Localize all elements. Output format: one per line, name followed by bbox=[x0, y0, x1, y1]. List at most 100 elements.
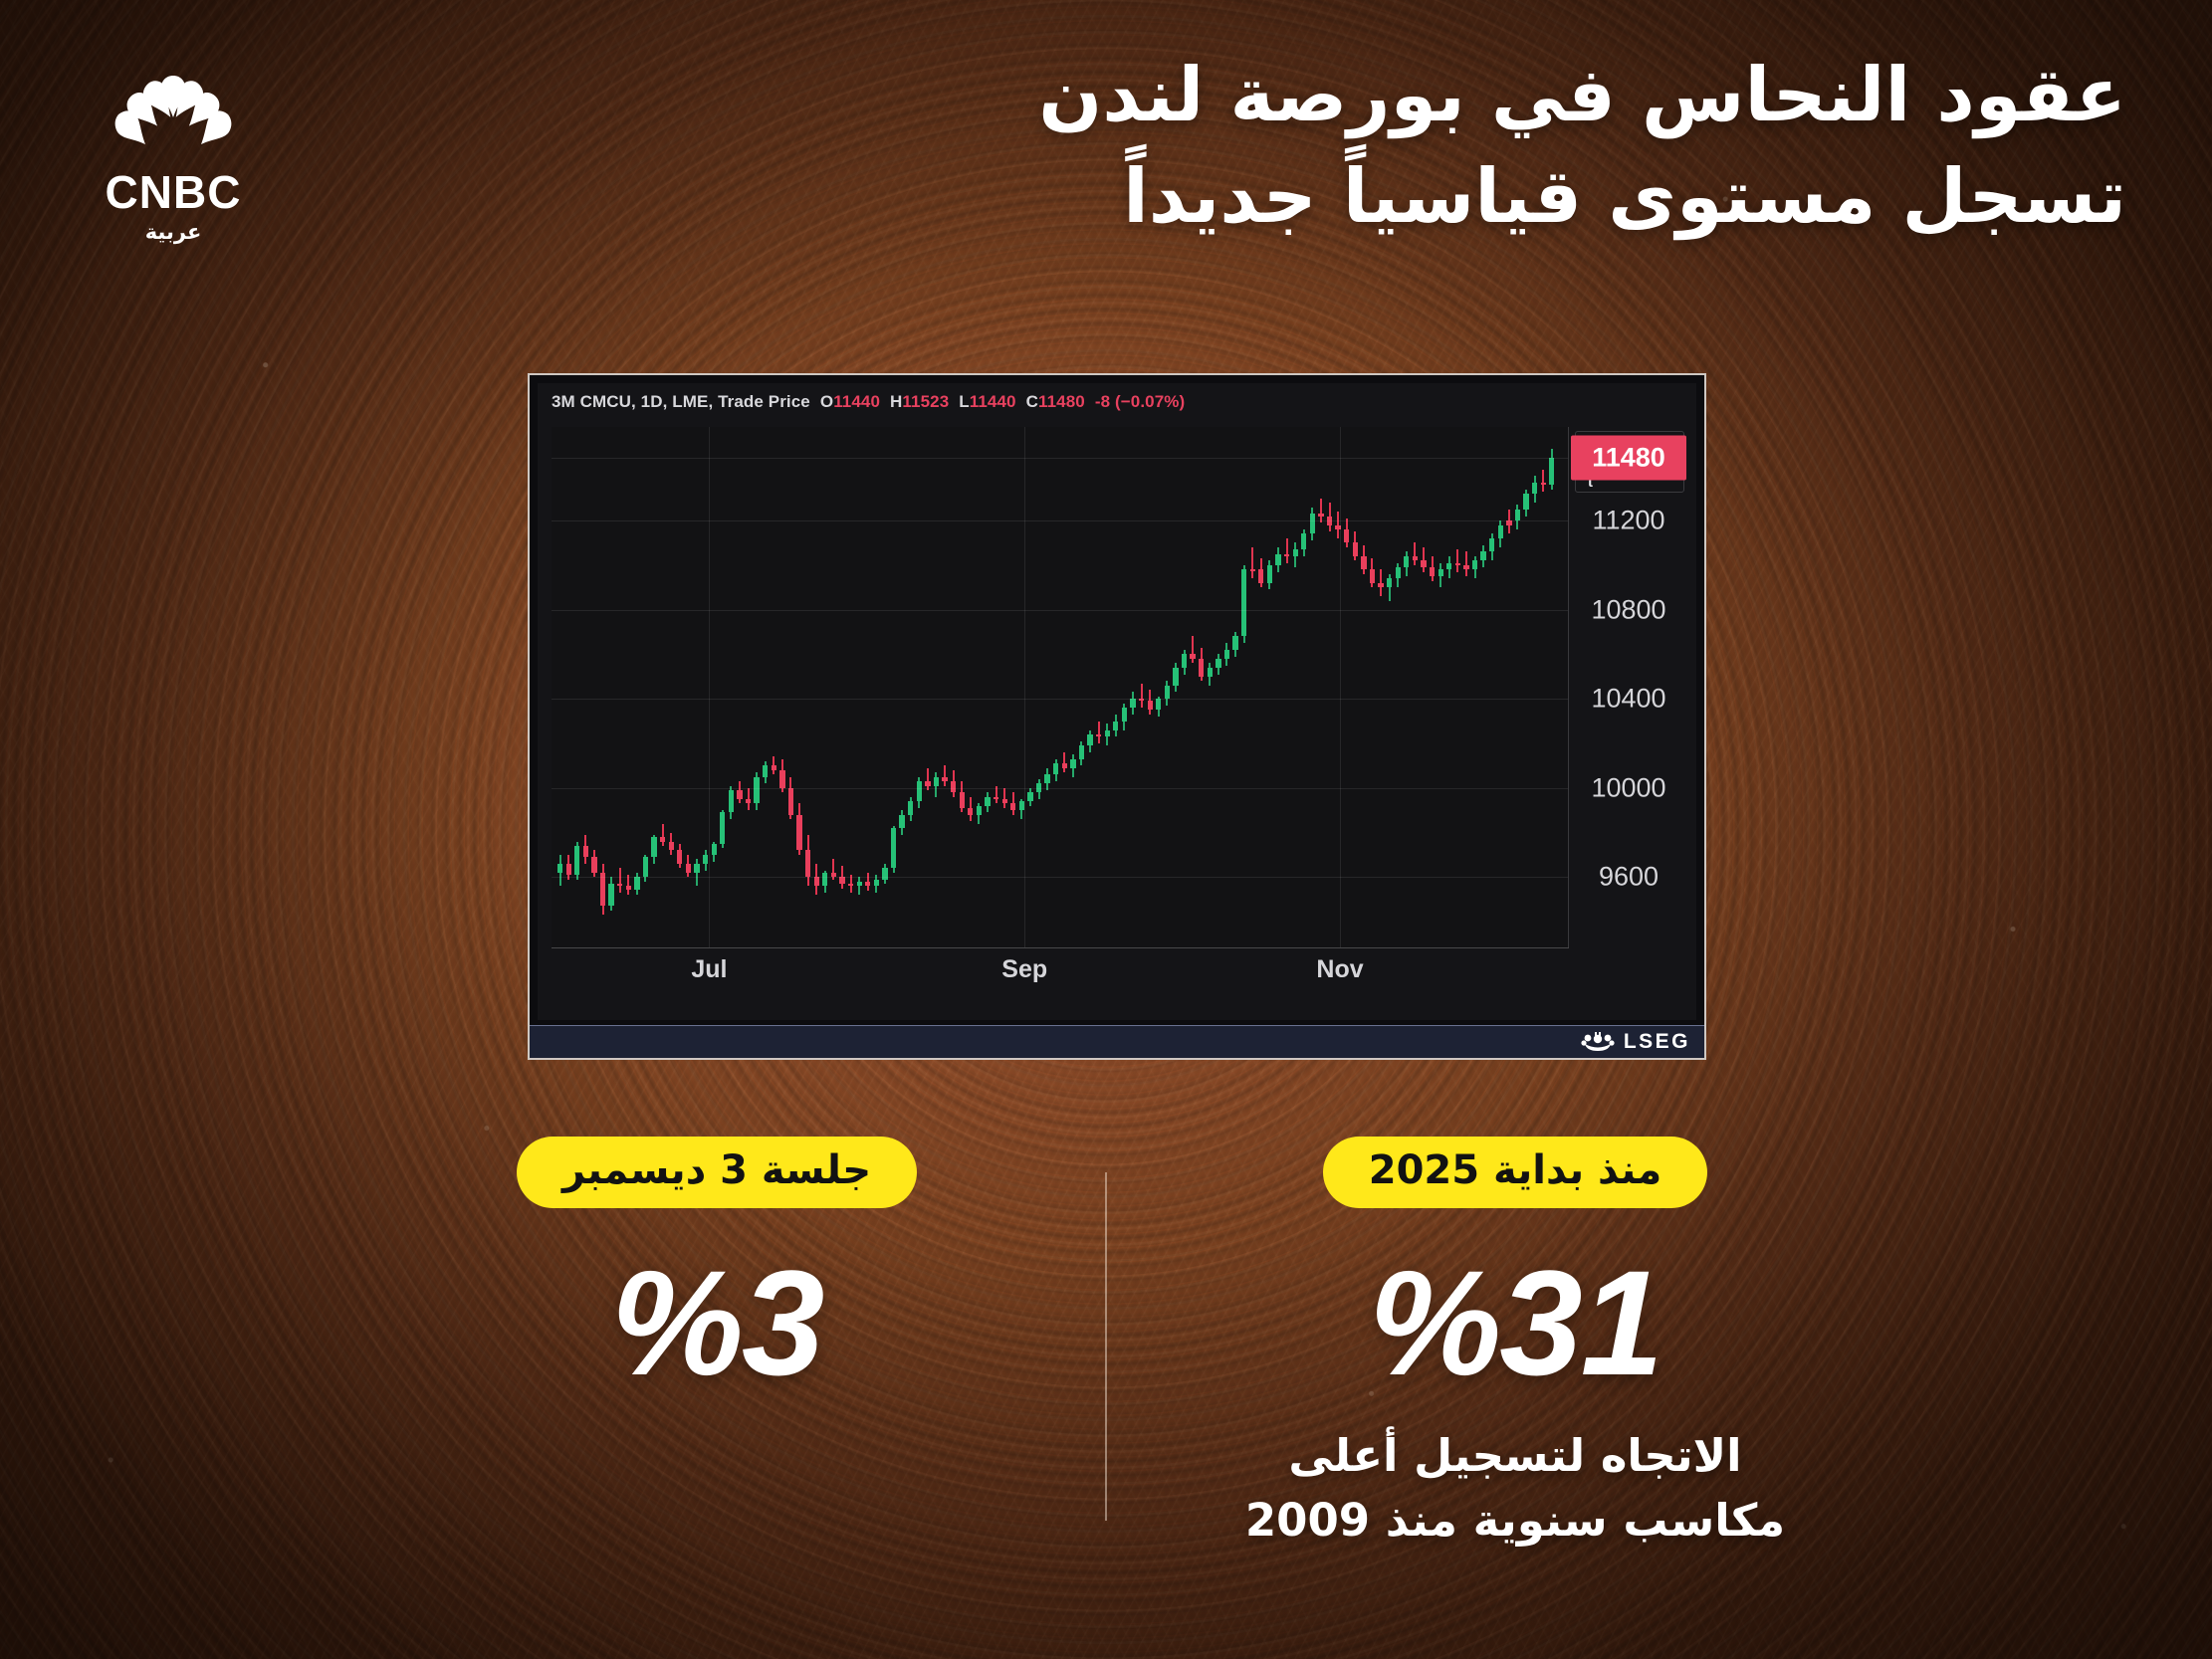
candlestick bbox=[608, 427, 614, 948]
candlestick bbox=[1010, 427, 1016, 948]
candle-wick bbox=[1422, 546, 1425, 572]
candle-body bbox=[865, 881, 871, 887]
candlestick bbox=[959, 427, 965, 948]
ohlc-high-value: 11523 bbox=[902, 392, 950, 411]
candlestick bbox=[702, 427, 709, 948]
candle-body bbox=[968, 807, 974, 815]
candle-body bbox=[1010, 803, 1016, 811]
time-axis[interactable]: Jul Sep Nov bbox=[552, 947, 1569, 986]
candle-body bbox=[685, 863, 692, 873]
candlestick bbox=[1514, 427, 1521, 948]
chart-plot-area[interactable] bbox=[552, 427, 1569, 948]
cnbc-arabic-wordmark: عربية bbox=[144, 220, 202, 244]
candle-body bbox=[754, 776, 760, 804]
candle-body bbox=[1471, 560, 1478, 570]
candle-wick bbox=[858, 877, 861, 896]
candlestick bbox=[1249, 427, 1255, 948]
candle-body bbox=[1292, 549, 1298, 556]
candle-body bbox=[1523, 494, 1529, 510]
candle-wick bbox=[1192, 636, 1195, 664]
candle-body bbox=[1121, 708, 1128, 722]
grid-line-vertical bbox=[709, 427, 711, 948]
candlestick bbox=[711, 427, 717, 948]
candle-wick bbox=[926, 767, 929, 790]
candlestick bbox=[1446, 427, 1452, 948]
candlestick bbox=[1318, 427, 1324, 948]
candle-body bbox=[950, 781, 957, 793]
candlestick bbox=[642, 427, 649, 948]
candle-wick bbox=[944, 765, 947, 786]
candle-body bbox=[1258, 569, 1264, 583]
candlestick bbox=[985, 427, 991, 948]
candlestick bbox=[796, 427, 802, 948]
candle-body bbox=[856, 881, 862, 887]
candle-body bbox=[916, 781, 922, 802]
candle-wick bbox=[773, 756, 775, 775]
candlestick bbox=[1292, 427, 1298, 948]
page-title: عقود النحاس في بورصة لندن تسجل مستوى قيا… bbox=[862, 44, 2126, 247]
candlestick bbox=[899, 427, 905, 948]
grid-line-horizontal bbox=[552, 787, 1569, 789]
candle-body bbox=[830, 872, 837, 878]
candlestick bbox=[1173, 427, 1179, 948]
candlestick bbox=[1018, 427, 1024, 948]
candle-body bbox=[1506, 520, 1512, 525]
candlestick bbox=[1395, 427, 1401, 948]
candle-body bbox=[1395, 567, 1401, 579]
candle-body bbox=[659, 837, 666, 842]
candle-body bbox=[1078, 745, 1085, 759]
cnbc-arabia-logo: CNBC عربية bbox=[74, 70, 273, 244]
candlestick bbox=[1232, 427, 1238, 948]
candlestick bbox=[651, 427, 657, 948]
candle-body bbox=[1412, 555, 1419, 561]
candle-body bbox=[839, 877, 845, 885]
candlestick bbox=[1130, 427, 1136, 948]
candlestick bbox=[942, 427, 948, 948]
candle-wick bbox=[627, 875, 630, 896]
stat-caption-ytd: الاتجاه لتسجيل أعلى مكاسب سنوية منذ 2009 bbox=[1157, 1423, 1874, 1554]
candle-body bbox=[1283, 553, 1290, 556]
candlestick bbox=[1027, 427, 1033, 948]
candle-body bbox=[1480, 551, 1486, 561]
candle-body bbox=[959, 792, 965, 808]
candle-body bbox=[1113, 721, 1119, 730]
candlestick bbox=[634, 427, 640, 948]
candlestick bbox=[1070, 427, 1076, 948]
candle-body bbox=[651, 837, 657, 858]
stat-block-ytd: منذ بداية 2025 %31 الاتجاه لتسجيل أعلى م… bbox=[1157, 1137, 1874, 1554]
cnbc-peacock-icon bbox=[114, 76, 232, 144]
candlestick bbox=[1240, 427, 1247, 948]
grid-line-vertical bbox=[1340, 427, 1342, 948]
candlestick bbox=[685, 427, 692, 948]
candle-body bbox=[796, 814, 802, 851]
candle-body bbox=[1309, 514, 1315, 534]
candlestick bbox=[1156, 427, 1162, 948]
grid-line-horizontal bbox=[552, 520, 1569, 522]
candle-body bbox=[728, 790, 734, 813]
time-axis-tick: Nov bbox=[1316, 955, 1364, 983]
candle-body bbox=[1326, 516, 1333, 525]
candlestick bbox=[976, 427, 983, 948]
candlestick bbox=[1035, 427, 1042, 948]
candlestick bbox=[694, 427, 700, 948]
time-axis-tick: Jul bbox=[691, 955, 728, 983]
candle-body bbox=[1378, 582, 1384, 588]
headline-line-1: عقود النحاس في بورصة لندن bbox=[1038, 51, 2126, 138]
candle-body bbox=[1549, 458, 1555, 486]
candlestick bbox=[677, 427, 683, 948]
candle-body bbox=[890, 828, 897, 869]
candlestick bbox=[916, 427, 922, 948]
candle-body bbox=[1335, 524, 1341, 529]
candle-body bbox=[711, 843, 717, 855]
candlestick bbox=[1412, 427, 1419, 948]
candle-wick bbox=[832, 859, 835, 880]
candlestick bbox=[1207, 427, 1213, 948]
candlestick bbox=[565, 427, 571, 948]
candle-body bbox=[1352, 542, 1358, 556]
grid-line-vertical bbox=[1024, 427, 1026, 948]
candlestick bbox=[1216, 427, 1221, 948]
stat-caption-ytd-line-1: الاتجاه لتسجيل أعلى bbox=[1288, 1429, 1742, 1482]
candlestick bbox=[822, 427, 828, 948]
candlestick bbox=[933, 427, 940, 948]
